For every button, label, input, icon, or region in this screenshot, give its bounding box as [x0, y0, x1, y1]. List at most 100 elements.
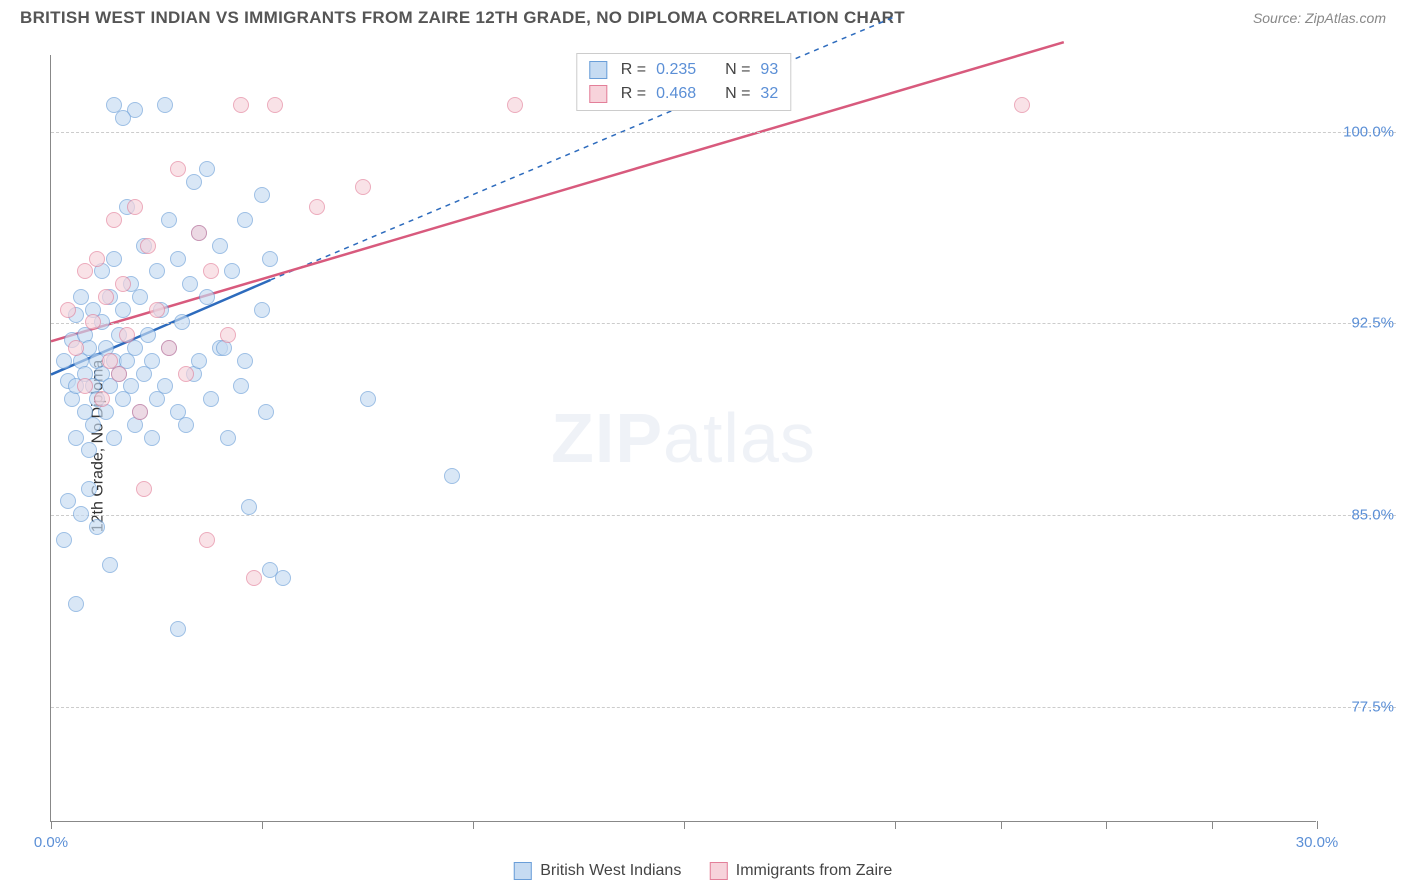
gridline	[51, 132, 1396, 133]
y-tick-label: 85.0%	[1351, 507, 1394, 524]
data-point	[220, 327, 236, 343]
n-value: 93	[760, 58, 778, 82]
gridline	[51, 707, 1396, 708]
data-point	[77, 263, 93, 279]
data-point	[102, 557, 118, 573]
data-point	[191, 353, 207, 369]
data-point	[224, 263, 240, 279]
data-point	[267, 97, 283, 113]
data-point	[94, 391, 110, 407]
source-label: Source: ZipAtlas.com	[1253, 10, 1386, 26]
data-point	[170, 161, 186, 177]
data-point	[149, 263, 165, 279]
data-point	[144, 430, 160, 446]
gridline	[51, 515, 1396, 516]
data-point	[144, 353, 160, 369]
data-point	[89, 251, 105, 267]
data-point	[81, 442, 97, 458]
data-point	[199, 532, 215, 548]
data-point	[203, 391, 219, 407]
data-point	[161, 340, 177, 356]
legend-stats-box: R = 0.235 N = 93 R = 0.468 N = 32	[576, 53, 791, 111]
y-tick-label: 100.0%	[1343, 123, 1394, 140]
data-point	[170, 621, 186, 637]
x-tick	[473, 821, 474, 829]
data-point	[237, 212, 253, 228]
data-point	[98, 289, 114, 305]
data-point	[56, 532, 72, 548]
data-point	[203, 263, 219, 279]
x-tick-label: 30.0%	[1296, 834, 1339, 851]
data-point	[254, 302, 270, 318]
data-point	[123, 378, 139, 394]
legend-stat-row: R = 0.468 N = 32	[589, 82, 778, 106]
legend-item: Immigrants from Zaire	[709, 862, 892, 880]
r-label: R =	[621, 82, 646, 106]
data-point	[68, 430, 84, 446]
data-point	[233, 378, 249, 394]
data-point	[132, 289, 148, 305]
legend-swatch	[709, 862, 727, 880]
data-point	[73, 289, 89, 305]
data-point	[111, 366, 127, 382]
data-point	[140, 327, 156, 343]
data-point	[115, 110, 131, 126]
x-tick	[1212, 821, 1213, 829]
y-tick-label: 77.5%	[1351, 698, 1394, 715]
data-point	[157, 378, 173, 394]
data-point	[199, 161, 215, 177]
n-value: 32	[760, 82, 778, 106]
data-point	[191, 225, 207, 241]
data-point	[127, 199, 143, 215]
data-point	[149, 302, 165, 318]
legend-swatch	[589, 85, 607, 103]
data-point	[220, 430, 236, 446]
legend-label: Immigrants from Zaire	[736, 862, 892, 879]
r-label: R =	[621, 58, 646, 82]
data-point	[246, 570, 262, 586]
x-tick	[1001, 821, 1002, 829]
data-point	[178, 366, 194, 382]
legend-item: British West Indians	[514, 862, 682, 880]
r-value: 0.235	[656, 58, 696, 82]
data-point	[507, 97, 523, 113]
legend-stat-row: R = 0.235 N = 93	[589, 58, 778, 82]
data-point	[161, 212, 177, 228]
data-point	[85, 417, 101, 433]
data-point	[157, 97, 173, 113]
legend-bottom: British West Indians Immigrants from Zai…	[514, 862, 892, 880]
data-point	[136, 481, 152, 497]
data-point	[170, 251, 186, 267]
data-point	[140, 238, 156, 254]
data-point	[85, 314, 101, 330]
legend-swatch	[514, 862, 532, 880]
data-point	[182, 276, 198, 292]
data-point	[119, 327, 135, 343]
y-tick-label: 92.5%	[1351, 315, 1394, 332]
data-point	[360, 391, 376, 407]
data-point	[56, 353, 72, 369]
scatter-plot: ZIPatlas R = 0.235 N = 93 R = 0.468 N = …	[50, 55, 1316, 822]
n-label: N =	[725, 58, 750, 82]
r-value: 0.468	[656, 82, 696, 106]
data-point	[178, 417, 194, 433]
chart-title: BRITISH WEST INDIAN VS IMMIGRANTS FROM Z…	[20, 8, 905, 28]
data-point	[115, 302, 131, 318]
data-point	[77, 378, 93, 394]
data-point	[106, 212, 122, 228]
data-point	[115, 276, 131, 292]
data-point	[233, 97, 249, 113]
data-point	[309, 199, 325, 215]
data-point	[68, 340, 84, 356]
data-point	[254, 187, 270, 203]
data-point	[73, 506, 89, 522]
n-label: N =	[725, 82, 750, 106]
data-point	[68, 596, 84, 612]
legend-label: British West Indians	[540, 862, 681, 879]
x-tick	[262, 821, 263, 829]
x-tick	[895, 821, 896, 829]
data-point	[81, 481, 97, 497]
legend-swatch	[589, 61, 607, 79]
data-point	[186, 174, 202, 190]
x-tick	[1106, 821, 1107, 829]
